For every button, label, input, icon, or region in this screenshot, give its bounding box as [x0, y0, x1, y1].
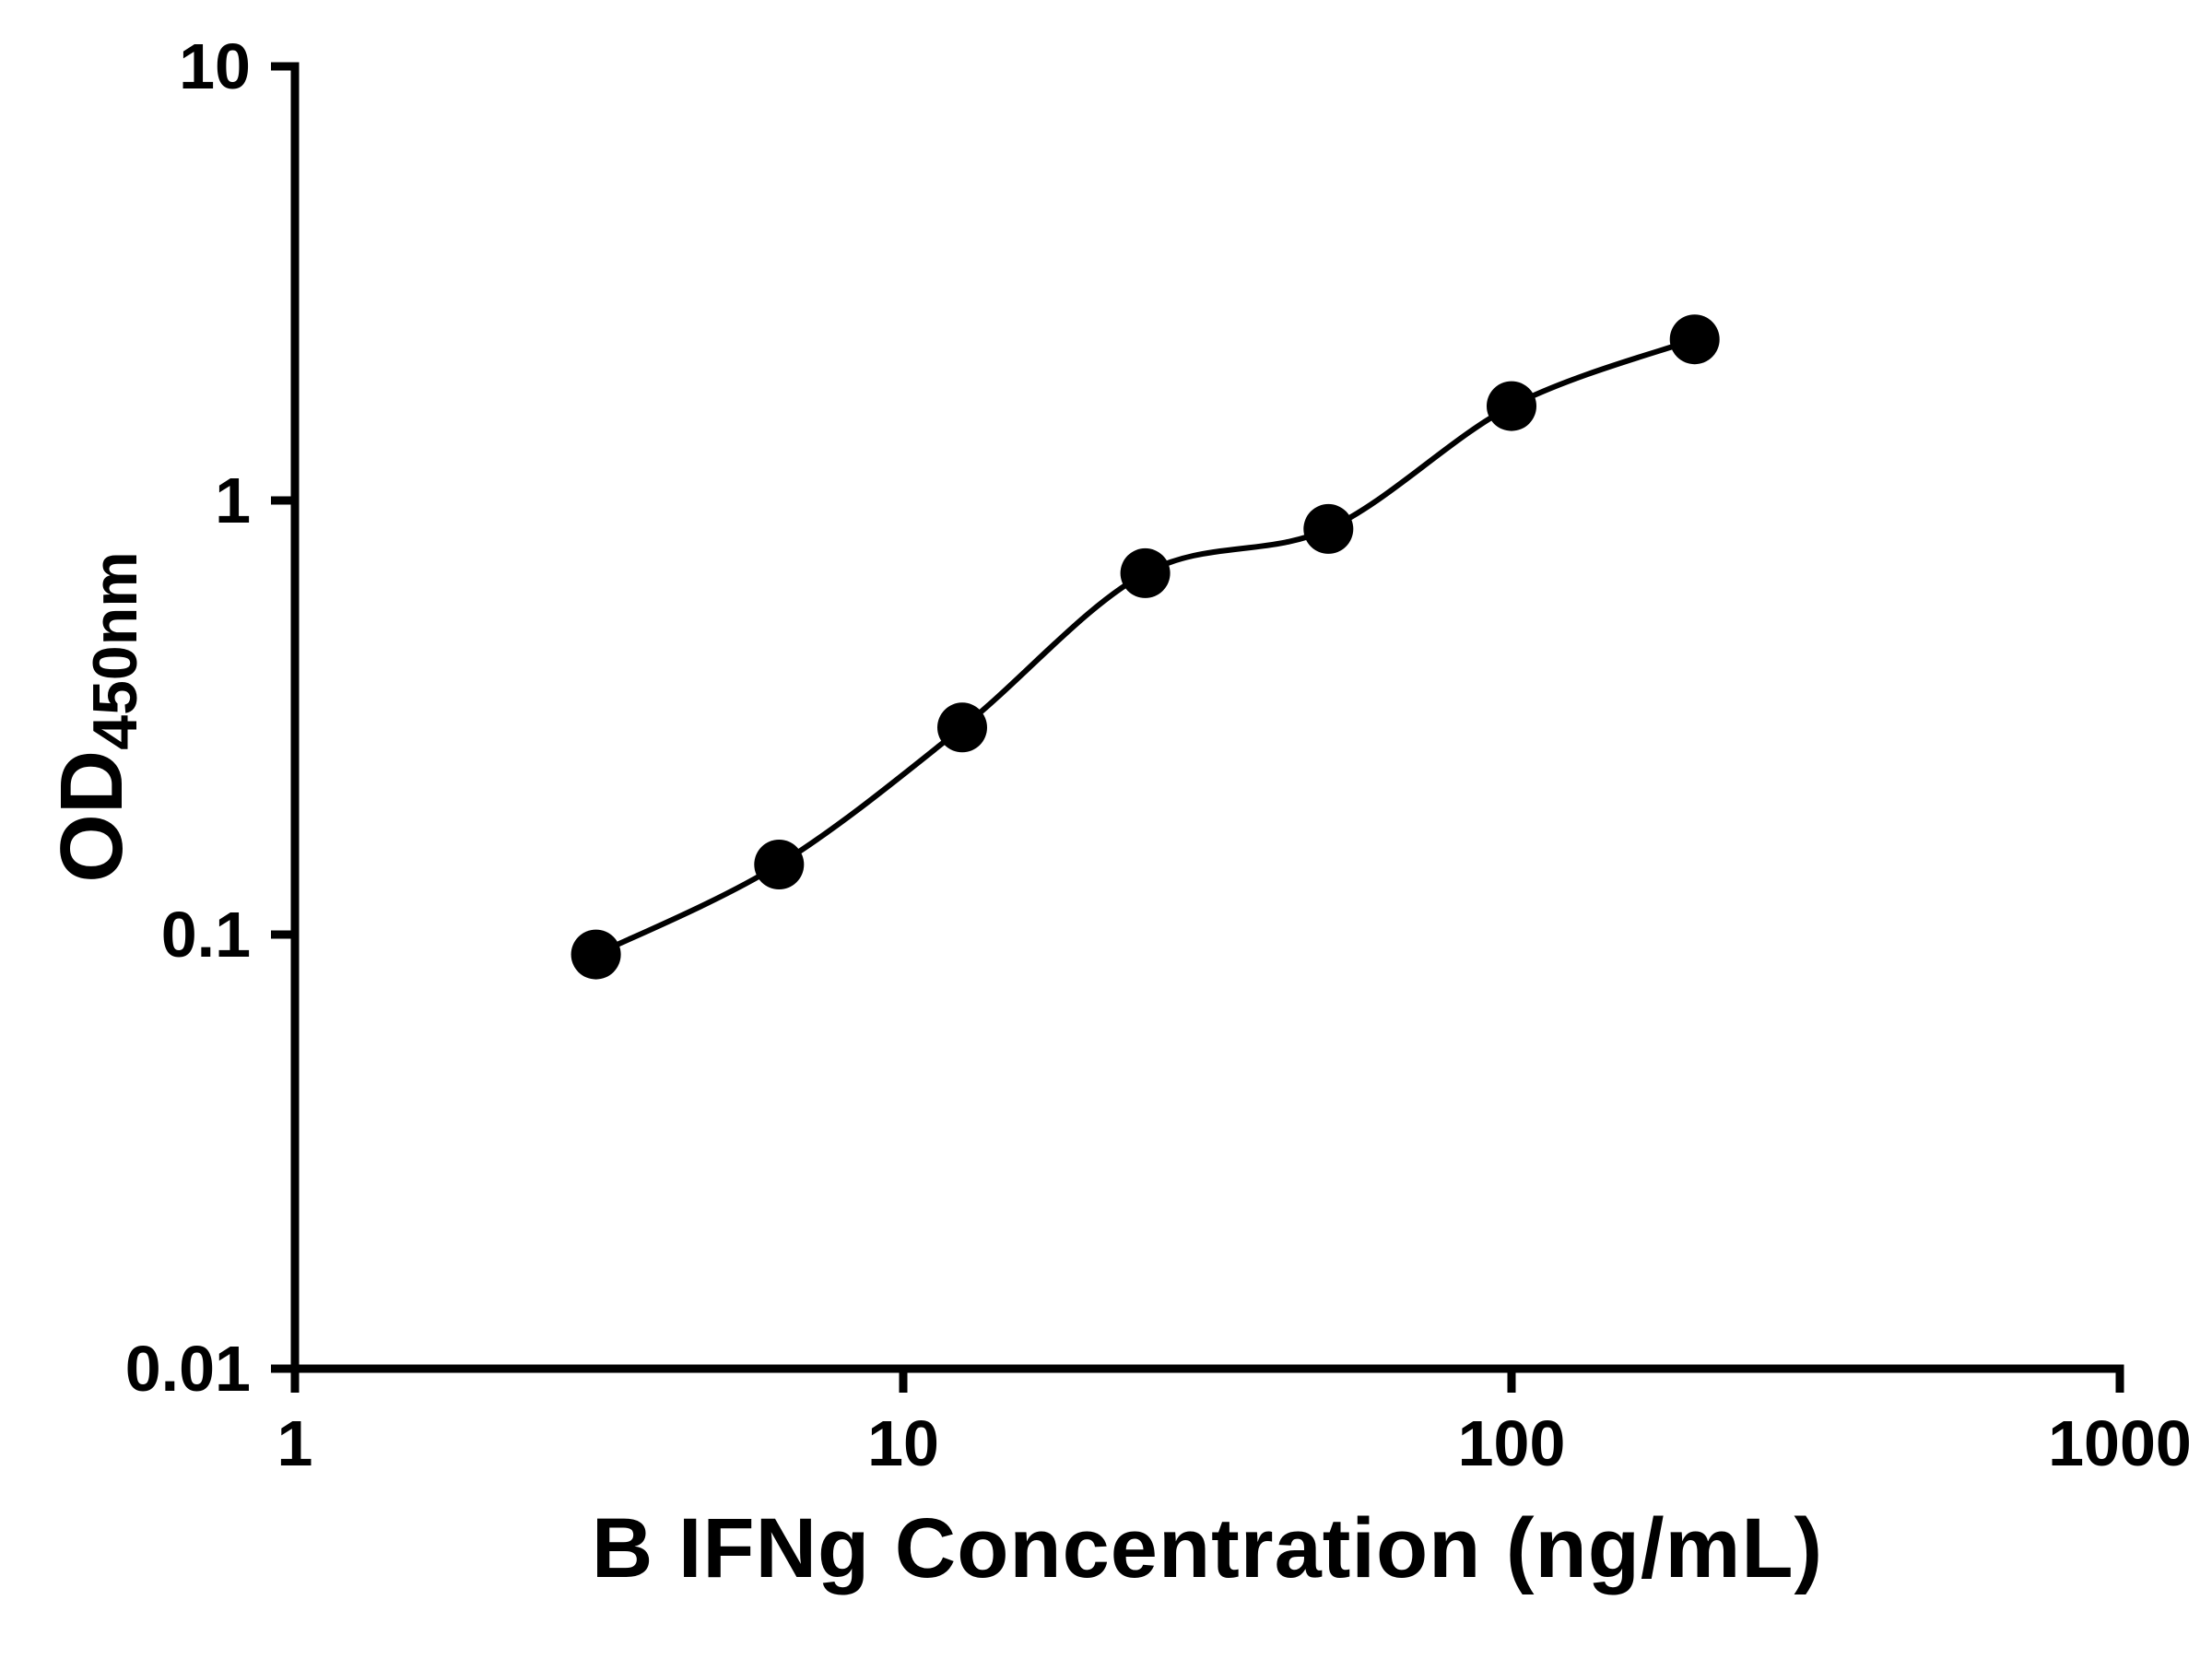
data-point [571, 929, 621, 980]
y-axis-title-main: OD [42, 749, 141, 883]
data-point [1669, 314, 1720, 365]
data-point [937, 702, 987, 753]
y-tick-label: 0.1 [161, 899, 251, 971]
x-tick-label: 1 [277, 1407, 313, 1479]
y-axis-title: OD450nm [41, 551, 150, 883]
axis-spines [290, 62, 2124, 1373]
x-axis-title: B IFNg Concentration (ng/mL) [591, 1501, 1824, 1595]
data-point [1303, 503, 1354, 554]
data-point [754, 840, 805, 889]
x-tick-label: 10 [867, 1407, 939, 1479]
y-tick-label: 1 [215, 465, 251, 536]
y-tick-label: 0.01 [125, 1333, 251, 1405]
x-tick-label: 1000 [2048, 1407, 2192, 1479]
data-point [1120, 547, 1171, 598]
y-tick-label: 10 [179, 30, 251, 102]
x-tick-label: 100 [1458, 1407, 1566, 1479]
y-axis-title-subscript: 450nm [80, 551, 150, 750]
data-point [1487, 381, 1536, 431]
